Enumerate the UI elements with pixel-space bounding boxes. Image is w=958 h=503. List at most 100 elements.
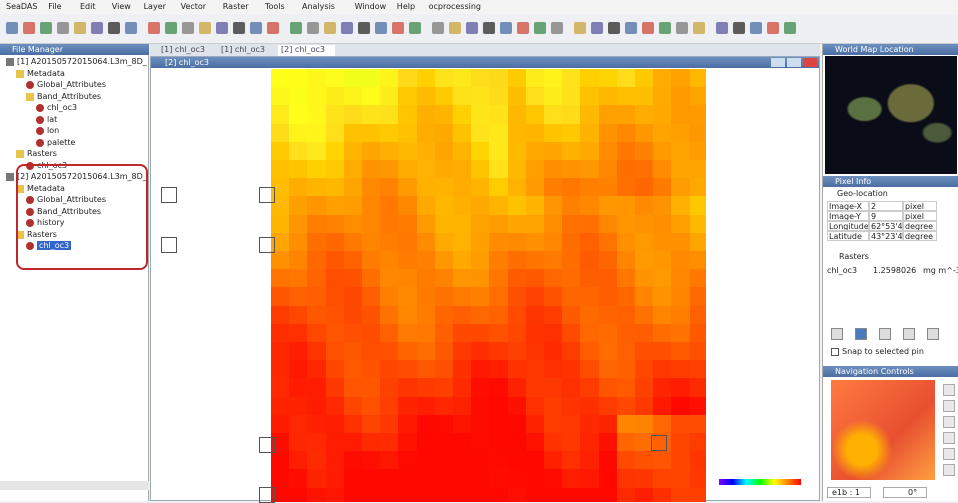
toolbar-button[interactable] bbox=[148, 22, 160, 34]
toolbar-button[interactable] bbox=[676, 22, 688, 34]
raster-pixel bbox=[398, 306, 417, 325]
toolbar-button[interactable] bbox=[57, 22, 69, 34]
toolbar-button[interactable] bbox=[341, 22, 353, 34]
toolbar-button[interactable] bbox=[165, 22, 177, 34]
toolbar-button[interactable] bbox=[392, 22, 404, 34]
menu-item[interactable]: Layer bbox=[144, 2, 166, 11]
toolbar-button[interactable] bbox=[784, 22, 796, 34]
menu-item[interactable]: ocprocessing bbox=[429, 2, 481, 11]
toolbar-button[interactable] bbox=[307, 22, 319, 34]
raster-pixel bbox=[453, 196, 472, 215]
panel-button[interactable] bbox=[903, 328, 915, 340]
panel-button[interactable] bbox=[831, 328, 843, 340]
raster-pixel bbox=[417, 87, 436, 106]
raster-pixel bbox=[489, 469, 508, 488]
toolbar-button[interactable] bbox=[290, 22, 302, 34]
toolbar-button[interactable] bbox=[659, 22, 671, 34]
raster-pixel bbox=[435, 306, 454, 325]
scale-field[interactable]: e1b : 1 bbox=[827, 487, 871, 498]
raster-pixel bbox=[417, 451, 436, 470]
section-header[interactable]: Rasters bbox=[827, 252, 869, 261]
toolbar-button[interactable] bbox=[625, 22, 637, 34]
editor-tab[interactable]: [1] chl_oc3 bbox=[158, 45, 215, 56]
toolbar-button[interactable] bbox=[91, 22, 103, 34]
toolbar-button[interactable] bbox=[432, 22, 444, 34]
toolbar-button[interactable] bbox=[324, 22, 336, 34]
window-control[interactable] bbox=[803, 58, 817, 67]
toolbar-button[interactable] bbox=[233, 22, 245, 34]
raster-pixel bbox=[544, 306, 563, 325]
menu-item[interactable]: Tools bbox=[265, 2, 285, 11]
raster-pixel bbox=[580, 87, 599, 106]
window-control[interactable] bbox=[787, 58, 801, 67]
panel-button[interactable] bbox=[927, 328, 939, 340]
nav-button[interactable] bbox=[943, 432, 955, 444]
raster-pixel bbox=[380, 87, 399, 106]
toolbar-button[interactable] bbox=[716, 22, 728, 34]
menu-item[interactable]: Analysis bbox=[302, 2, 335, 11]
toolbar-button[interactable] bbox=[483, 22, 495, 34]
toolbar-button[interactable] bbox=[74, 22, 86, 34]
toolbar-button[interactable] bbox=[574, 22, 586, 34]
raster-pixel bbox=[526, 324, 545, 343]
toolbar-button[interactable] bbox=[750, 22, 762, 34]
nav-button[interactable] bbox=[943, 448, 955, 460]
menu-item[interactable]: SeaDAS bbox=[6, 2, 37, 11]
raster-pixel bbox=[362, 251, 381, 270]
raster-pixel bbox=[544, 105, 563, 124]
toolbar-button[interactable] bbox=[108, 22, 120, 34]
toolbar-button[interactable] bbox=[23, 22, 35, 34]
section-header[interactable]: Geo-location bbox=[827, 189, 888, 198]
raster-pixel bbox=[690, 178, 706, 197]
toolbar-button[interactable] bbox=[767, 22, 779, 34]
toolbar-button[interactable] bbox=[125, 22, 137, 34]
toolbar-button[interactable] bbox=[182, 22, 194, 34]
raster-pixel bbox=[635, 378, 654, 397]
toolbar-button[interactable] bbox=[250, 22, 262, 34]
toolbar-button[interactable] bbox=[500, 22, 512, 34]
menu-item[interactable]: Raster bbox=[223, 2, 249, 11]
window-control[interactable] bbox=[771, 58, 785, 67]
panel-button[interactable] bbox=[855, 328, 867, 340]
toolbar-button[interactable] bbox=[693, 22, 705, 34]
raster-pixel bbox=[580, 196, 599, 215]
menu-item[interactable]: Help bbox=[397, 2, 415, 11]
menu-item[interactable]: View bbox=[112, 2, 131, 11]
menu-item[interactable]: Edit bbox=[80, 2, 96, 11]
toolbar-button[interactable] bbox=[40, 22, 52, 34]
toolbar-button[interactable] bbox=[6, 22, 18, 34]
toolbar-button[interactable] bbox=[409, 22, 421, 34]
toolbar-button[interactable] bbox=[534, 22, 546, 34]
raster-pixel bbox=[508, 269, 527, 288]
toolbar-button[interactable] bbox=[733, 22, 745, 34]
toolbar-button[interactable] bbox=[358, 22, 370, 34]
menu-item[interactable]: Window bbox=[355, 2, 387, 11]
raster-pixel bbox=[690, 342, 706, 361]
toolbar-button[interactable] bbox=[642, 22, 654, 34]
raster-pixel bbox=[617, 451, 636, 470]
panel-button[interactable] bbox=[879, 328, 891, 340]
toolbar-button[interactable] bbox=[608, 22, 620, 34]
raster-pixel bbox=[617, 433, 636, 452]
toolbar-button[interactable] bbox=[199, 22, 211, 34]
nav-button[interactable] bbox=[943, 384, 955, 396]
raster-pixel bbox=[671, 433, 690, 452]
nav-button[interactable] bbox=[943, 464, 955, 476]
editor-tab[interactable]: [2] chl_oc3 bbox=[278, 45, 335, 56]
raster-pixel bbox=[471, 215, 490, 234]
nav-button[interactable] bbox=[943, 400, 955, 412]
menu-item[interactable]: File bbox=[48, 2, 61, 11]
nav-button[interactable] bbox=[943, 416, 955, 428]
editor-tab[interactable]: [1] chl_oc3 bbox=[218, 45, 275, 56]
raster-pixel bbox=[307, 142, 326, 161]
toolbar-button[interactable] bbox=[449, 22, 461, 34]
toolbar-button[interactable] bbox=[591, 22, 603, 34]
toolbar-button[interactable] bbox=[551, 22, 563, 34]
toolbar-button[interactable] bbox=[466, 22, 478, 34]
toolbar-button[interactable] bbox=[267, 22, 279, 34]
menu-item[interactable]: Vector bbox=[181, 2, 207, 11]
toolbar-button[interactable] bbox=[517, 22, 529, 34]
toolbar-button[interactable] bbox=[375, 22, 387, 34]
angle-field[interactable]: 0° bbox=[883, 487, 927, 498]
toolbar-button[interactable] bbox=[216, 22, 228, 34]
